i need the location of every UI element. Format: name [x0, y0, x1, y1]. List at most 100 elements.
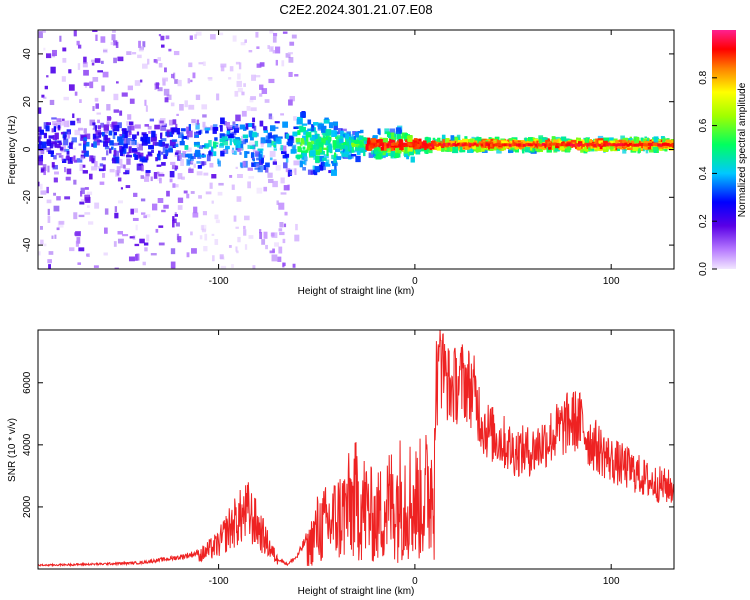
- heatmap-cell: [73, 159, 77, 163]
- heatmap-cell: [134, 124, 141, 129]
- heatmap-cell: [115, 169, 120, 177]
- heatmap-cell: [144, 99, 147, 106]
- heatmap-cell: [243, 229, 247, 236]
- heatmap-cell: [172, 183, 176, 188]
- heatmap-cell: [82, 62, 88, 68]
- heatmap-cell: [220, 265, 227, 269]
- heatmap-cell: [46, 199, 52, 204]
- heatmap-cell: [265, 244, 268, 250]
- heatmap-cell: [219, 32, 224, 36]
- heatmap-cell: [282, 31, 288, 34]
- heatmap-cell: [236, 196, 242, 202]
- heatmap-cell: [231, 184, 235, 190]
- heatmap-cell: [195, 94, 201, 101]
- heatmap-cell: [233, 215, 237, 222]
- heatmap-cell: [198, 62, 204, 65]
- heatmap-cell: [64, 196, 71, 200]
- heatmap-cell: [609, 137, 614, 141]
- heatmap-cell: [237, 236, 241, 243]
- heatmap-cell: [280, 113, 285, 116]
- heatmap-cell: [300, 112, 306, 118]
- heatmap-cell: [328, 170, 331, 174]
- heatmap-cell: [342, 142, 348, 146]
- heatmap-cell: [84, 187, 89, 190]
- heatmap-cell: [260, 143, 264, 148]
- heatmap-cell: [564, 145, 568, 153]
- heatmap-cell: [666, 138, 670, 141]
- heatmap-cell: [47, 208, 50, 216]
- heatmap-cell: [270, 47, 273, 52]
- heatmap-cell: [86, 253, 90, 258]
- heatmap-cell: [410, 156, 415, 163]
- heatmap-cell: [94, 161, 98, 167]
- heatmap-cell: [176, 128, 180, 135]
- heatmap-cell: [136, 253, 140, 261]
- heatmap-cell: [88, 221, 94, 225]
- heatmap-cell: [206, 154, 211, 162]
- heatmap-cell: [280, 113, 285, 116]
- heatmap-cell: [132, 217, 139, 221]
- heatmap-cell: [425, 148, 429, 154]
- heatmap-cell: [227, 125, 233, 129]
- heatmap-cell: [235, 61, 240, 65]
- heatmap-cell: [174, 184, 179, 188]
- heatmap-cell: [63, 138, 69, 146]
- heatmap-cell: [386, 132, 392, 137]
- heatmap-cell: [148, 130, 151, 134]
- heatmap-cell: [231, 264, 234, 268]
- heatmap-cell: [143, 215, 147, 219]
- heatmap-cell: [236, 80, 242, 88]
- heatmap-cell: [61, 155, 64, 161]
- heatmap-cell: [157, 57, 161, 62]
- heatmap-cell: [83, 140, 87, 145]
- heatmap-cell: [210, 34, 216, 40]
- heatmap-cell: [177, 205, 183, 210]
- heatmap-cell: [202, 211, 207, 216]
- heatmap-cell: [260, 143, 264, 148]
- heatmap-cell: [255, 31, 259, 38]
- heatmap-cell: [204, 143, 210, 148]
- heatmap-cell: [455, 137, 459, 144]
- heatmap-cell: [162, 77, 168, 82]
- heatmap-cell: [628, 138, 633, 141]
- heatmap-cell: [38, 144, 41, 150]
- heatmap-cell: [43, 47, 46, 51]
- heatmap-cell: [314, 166, 320, 173]
- heatmap-cell: [62, 57, 67, 63]
- heatmap-cell: [174, 152, 179, 155]
- heatmap-cell: [94, 58, 101, 63]
- heatmap-cell: [170, 248, 176, 255]
- heatmap-cell: [225, 145, 230, 150]
- heatmap-cell: [407, 146, 413, 152]
- heatmap-cell: [288, 99, 293, 106]
- heatmap-cell: [183, 190, 188, 194]
- heatmap-cell: [158, 63, 163, 68]
- heatmap-cell: [63, 120, 70, 128]
- heatmap-cell: [100, 60, 104, 64]
- heatmap-cell: [148, 144, 154, 150]
- heatmap-cell: [77, 44, 82, 49]
- heatmap-cell: [250, 136, 254, 141]
- heatmap-cell: [126, 152, 130, 155]
- heatmap-cell: [95, 103, 99, 109]
- heatmap-cell: [220, 65, 225, 72]
- heatmap-cell: [57, 221, 64, 228]
- heatmap-cell: [241, 135, 244, 141]
- heatmap-cell: [62, 47, 67, 52]
- heatmap-cell: [353, 136, 356, 141]
- heatmap-cell: [63, 120, 70, 128]
- heatmap-cell: [96, 134, 99, 140]
- heatmap-cell: [481, 149, 488, 153]
- heatmap-cell: [283, 145, 287, 152]
- heatmap-cell: [244, 39, 247, 43]
- heatmap-cell: [89, 173, 93, 180]
- heatmap-cell: [320, 162, 325, 167]
- heatmap-cell: [449, 145, 453, 151]
- heatmap-cell: [51, 235, 54, 239]
- heatmap-cell: [155, 59, 158, 64]
- heatmap-cell: [75, 231, 81, 237]
- heatmap-cell: [248, 50, 253, 53]
- heatmap-cell: [65, 176, 71, 181]
- heatmap-cell: [236, 250, 239, 254]
- heatmap-cell: [176, 150, 179, 153]
